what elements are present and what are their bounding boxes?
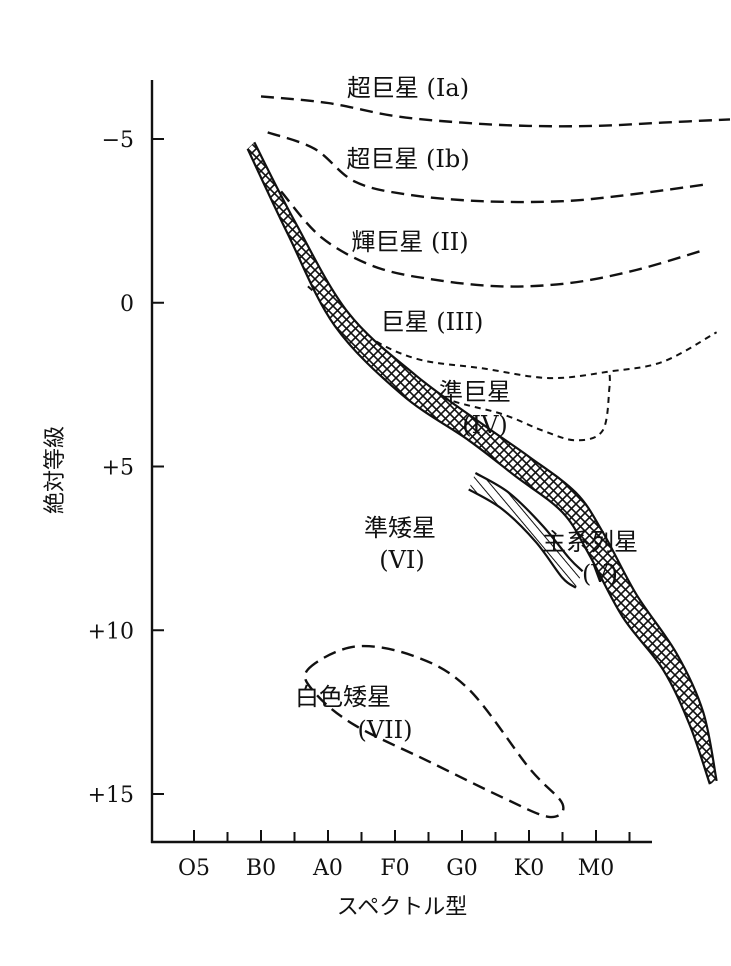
y-tick-label: −5 bbox=[102, 128, 134, 153]
y-tick-label: +5 bbox=[102, 456, 134, 481]
region-labels: 超巨星 (Ia) 超巨星 (Ib) 輝巨星 (II) 巨星 (III) 準巨星 (IV) 主… bbox=[295, 74, 638, 744]
series-vi-upper-edge bbox=[474, 472, 584, 573]
series-iv-label: 準巨星 bbox=[439, 378, 511, 406]
x-axis-title: スペクトル型 bbox=[337, 895, 467, 920]
series-vi-label: 準矮星 bbox=[364, 514, 436, 542]
series-v-label: 主系列星 bbox=[542, 528, 638, 556]
x-tick-label: M0 bbox=[578, 856, 615, 881]
x-tick-label: O5 bbox=[178, 856, 210, 881]
x-tick-label: K0 bbox=[514, 856, 544, 881]
series-vi-lower-edge bbox=[468, 488, 577, 589]
series-ii-curve bbox=[280, 190, 704, 288]
x-tick-label: F0 bbox=[380, 856, 409, 881]
series-v-lower-edge bbox=[246, 148, 711, 785]
series-ii-label: 輝巨星 (II) bbox=[351, 228, 468, 256]
series-v-upper-edge bbox=[253, 141, 718, 782]
y-tick-label: +15 bbox=[88, 783, 134, 808]
y-tick-label: 0 bbox=[120, 292, 134, 317]
series-vii-label: (VII) bbox=[357, 716, 412, 744]
series-ib-curve bbox=[267, 131, 704, 204]
x-tick-label: B0 bbox=[246, 856, 276, 881]
series-iii-label: 巨星 (III) bbox=[381, 308, 484, 336]
series-ia-curve bbox=[260, 95, 731, 128]
y-tick-label: +10 bbox=[88, 619, 134, 644]
series-ib-label: 超巨星 (Ib) bbox=[346, 145, 469, 173]
x-tick-label: G0 bbox=[446, 856, 478, 881]
series-vii-region bbox=[303, 644, 565, 819]
series-ia-label: 超巨星 (Ia) bbox=[347, 74, 469, 102]
luminosity-regions bbox=[246, 95, 731, 819]
series-vii-label: 白色矮星 bbox=[295, 683, 391, 711]
series-vi-label: (VI) bbox=[379, 546, 425, 574]
y-axis-title: 絶対等級 bbox=[43, 426, 68, 514]
series-iv-label: (IV) bbox=[462, 411, 508, 439]
x-tick-label: A0 bbox=[312, 856, 343, 881]
series-v-label: (V) bbox=[582, 560, 618, 588]
axes: −5 0 +5 +10 +15 O5 B0 A0 F0 G0 K0 M0 スペクトル型 絶対等級 bbox=[43, 80, 652, 920]
